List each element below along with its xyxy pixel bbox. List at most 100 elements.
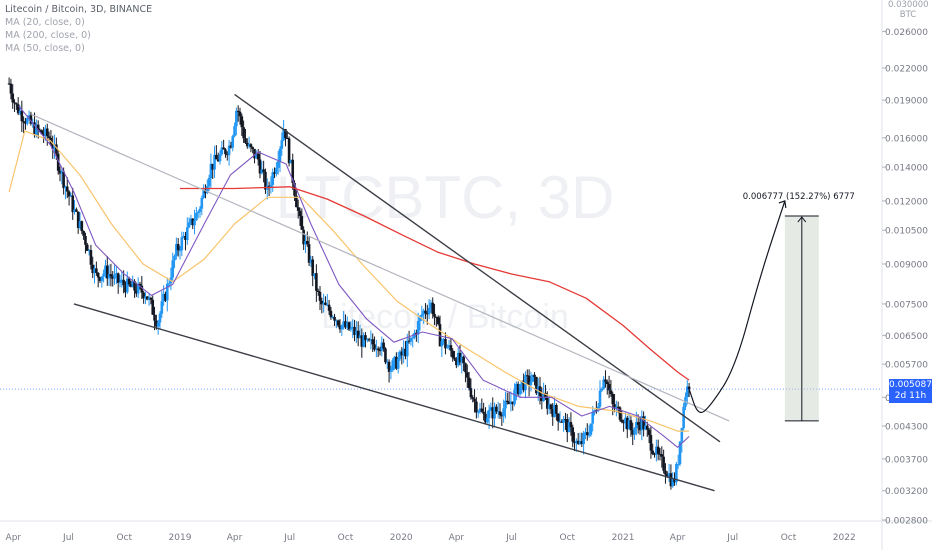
candle-body <box>482 411 485 414</box>
candle-body <box>656 446 660 454</box>
candle-body <box>213 154 216 170</box>
candle-body <box>567 422 571 433</box>
candle-body <box>384 348 387 363</box>
candle-body <box>618 407 622 420</box>
candle-body <box>295 195 298 208</box>
candle-body <box>665 474 669 478</box>
candle-body <box>364 335 367 341</box>
legend-title[interactable]: Litecoin / Bitcoin, 3D, BINANCE <box>5 4 153 15</box>
candle-body <box>675 464 678 483</box>
candle-body <box>184 236 187 240</box>
candle-body <box>580 441 584 445</box>
candle-body <box>653 453 656 455</box>
candle-body <box>35 124 38 136</box>
candle-body <box>335 320 338 322</box>
candle-body <box>64 186 67 189</box>
candle-body <box>329 310 333 318</box>
candle-body <box>56 153 60 171</box>
candle-body <box>405 340 409 357</box>
candle-body <box>302 229 305 245</box>
trendline-lower <box>73 303 715 492</box>
candle-body <box>304 241 307 245</box>
candle-body <box>575 440 578 444</box>
candle-body <box>25 118 29 124</box>
candle-body <box>193 220 196 226</box>
x-tick-label: 2019 <box>169 533 192 543</box>
candle-body <box>55 144 58 154</box>
candle-body <box>600 388 604 391</box>
candle-body <box>682 406 685 429</box>
candle-body <box>118 281 122 283</box>
candle-body <box>504 400 507 409</box>
legend-ma20[interactable]: MA (20, close, 0) <box>5 17 85 28</box>
y-tick-label: 0.014000 <box>885 164 928 174</box>
candle-body <box>605 381 609 385</box>
x-tick-label: 2020 <box>390 533 413 543</box>
candle-body <box>680 428 684 442</box>
candle-body <box>40 130 44 135</box>
candle-body <box>369 339 373 341</box>
candle-body <box>260 169 264 174</box>
candle-body <box>36 124 40 131</box>
chart-legend: Litecoin / Bitcoin, 3D, BINANCE MA (20, … <box>5 3 152 55</box>
candle-body <box>342 321 345 326</box>
candle-body <box>16 104 20 114</box>
candle-body <box>42 134 45 136</box>
candle-body <box>440 341 444 347</box>
candle-body <box>180 237 184 251</box>
candle-body <box>585 432 589 436</box>
candle-body <box>565 419 569 433</box>
candle-body <box>9 83 13 94</box>
candle-body <box>484 413 487 423</box>
candle-body <box>391 360 395 371</box>
candle-body <box>629 420 633 431</box>
candle-body <box>475 401 478 413</box>
candle-body <box>404 348 407 357</box>
legend-ma200[interactable]: MA (200, close, 0) <box>5 30 91 41</box>
candle-body <box>29 115 33 124</box>
candle-body <box>536 386 540 394</box>
candle-body <box>496 411 500 413</box>
candle-body <box>627 420 631 430</box>
candle-body <box>678 441 682 464</box>
projection-arrowhead <box>778 200 787 208</box>
candle-body <box>449 345 453 351</box>
current-price-tag: 0.005087 2d 11h <box>889 379 932 403</box>
candle-body <box>144 296 147 299</box>
candle-body <box>251 147 255 149</box>
candle-body <box>662 456 665 471</box>
candle-body <box>175 244 178 256</box>
candle-body <box>471 397 475 399</box>
price-scale-corner[interactable]: 0.030000 BTC <box>888 0 929 20</box>
candle-body <box>515 383 518 391</box>
y-tick-label: 0.010500 <box>885 227 928 237</box>
legend-ma50[interactable]: MA (50, close, 0) <box>5 43 85 54</box>
candle-body <box>158 313 162 323</box>
x-tick-label: Jul <box>62 533 74 543</box>
y-tick-label: 0.004300 <box>885 422 928 432</box>
candle-body <box>98 277 102 281</box>
candle-body <box>598 390 602 407</box>
candle-body <box>262 169 265 172</box>
y-tick-label: 0.006500 <box>885 332 928 342</box>
candle-body <box>345 322 349 328</box>
candle-body <box>298 210 302 217</box>
candle-body <box>296 207 300 211</box>
candle-body <box>358 335 362 339</box>
candle-body <box>47 136 51 138</box>
candle-body <box>71 195 75 213</box>
candle-body <box>185 227 189 240</box>
candle-body <box>622 421 625 424</box>
candle-body <box>378 350 382 352</box>
candle-body <box>442 339 445 342</box>
x-tick-label: Oct <box>116 533 132 543</box>
candle-body <box>395 356 398 369</box>
candle-body <box>127 278 131 285</box>
candle-body <box>644 425 647 430</box>
candle-body <box>591 412 595 424</box>
candle-body <box>316 290 320 293</box>
candle-body <box>578 441 582 444</box>
candle-body <box>24 122 27 124</box>
